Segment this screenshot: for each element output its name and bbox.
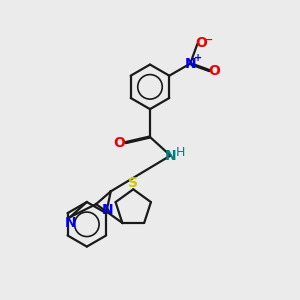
Text: N: N [184,57,196,70]
Text: O: O [113,136,125,150]
Text: +: + [194,53,202,63]
Text: −: − [204,35,213,45]
Text: N: N [165,148,176,163]
Text: N: N [65,215,77,230]
Text: N: N [102,203,114,217]
Text: S: S [128,176,138,190]
Text: O: O [196,36,208,50]
Text: H: H [176,146,185,159]
Text: O: O [208,64,220,78]
